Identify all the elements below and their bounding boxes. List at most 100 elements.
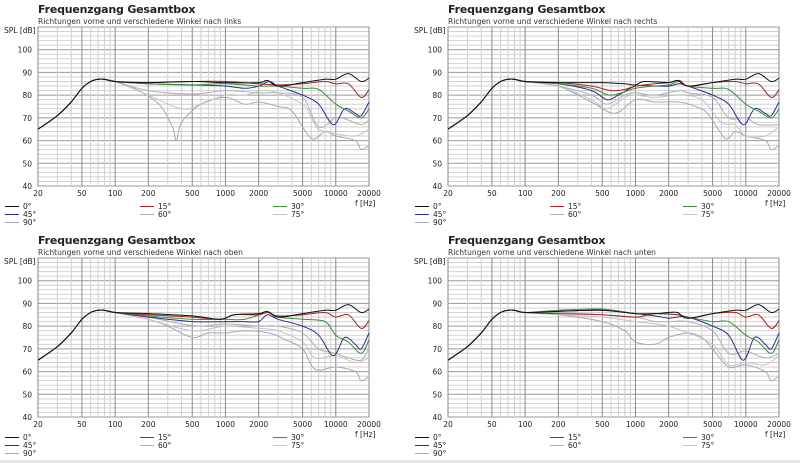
chart-title: Frequenzgang Gesamtbox	[38, 3, 196, 16]
legend-item: 60°	[550, 210, 581, 219]
chart-subtitle: Richtungen vorne und verschiedene Winkel…	[38, 17, 242, 26]
plot-frame	[37, 257, 370, 418]
legend-label: 45°	[23, 441, 37, 450]
y-axis-label: SPL [dB]	[4, 257, 36, 266]
x-tick-label: 20	[33, 420, 43, 429]
x-tick-label: 2000	[659, 420, 678, 429]
y-tick-label: 50	[22, 159, 32, 168]
legend-swatch	[5, 222, 19, 223]
legend-item: 45°	[415, 441, 446, 450]
legend-item: 30°	[273, 202, 304, 211]
legend-swatch	[5, 445, 19, 446]
x-tick-label: 20000	[357, 189, 381, 198]
x-tick-label: 10000	[324, 420, 348, 429]
legend-item: 15°	[550, 202, 581, 211]
y-tick-label: 90	[22, 299, 32, 308]
y-tick-label: 90	[432, 299, 442, 308]
legend-item: 45°	[415, 210, 446, 219]
legend-swatch	[273, 437, 287, 438]
legend-item: 75°	[273, 210, 304, 219]
legend-label: 0°	[433, 202, 442, 211]
legend-item: 90°	[415, 218, 446, 227]
x-tick-label: 1000	[216, 420, 235, 429]
legend-label: 0°	[23, 433, 32, 442]
y-tick-label: 50	[432, 390, 442, 399]
legend-label: 45°	[23, 210, 37, 219]
x-tick-label: 5000	[293, 420, 312, 429]
legend-label: 15°	[568, 202, 582, 211]
legend-swatch	[5, 206, 19, 207]
legend-label: 75°	[701, 441, 715, 450]
legend-label: 45°	[433, 441, 447, 450]
legend-label: 30°	[291, 202, 305, 211]
y-tick-label: 100	[18, 46, 33, 55]
y-tick-label: 60	[22, 137, 32, 146]
x-tick-label: 20000	[767, 420, 791, 429]
legend-swatch	[140, 445, 154, 446]
x-tick-label: 1000	[626, 189, 645, 198]
legend-swatch	[5, 437, 19, 438]
y-axis-label: SPL [dB]	[414, 257, 446, 266]
y-axis-label: SPL [dB]	[4, 26, 36, 35]
x-tick-label: 10000	[324, 189, 348, 198]
legend-item: 0°	[415, 202, 442, 211]
y-tick-label: 90	[432, 68, 442, 77]
legend-swatch	[415, 437, 429, 438]
chart-subtitle: Richtungen vorne und verschiedene Winkel…	[448, 248, 656, 257]
chart-panel-links: Frequenzgang Gesamtbox Richtungen vorne …	[0, 0, 400, 231]
y-tick-label: 50	[22, 390, 32, 399]
legend-item: 0°	[5, 433, 32, 442]
legend-swatch	[140, 214, 154, 215]
y-tick-label: 100	[428, 46, 443, 55]
x-tick-label: 20	[33, 189, 43, 198]
x-tick-label: 200	[551, 189, 566, 198]
legend-label: 15°	[158, 433, 172, 442]
y-tick-label: 40	[432, 413, 442, 422]
x-axis-label: f [Hz]	[765, 199, 786, 208]
plot-area: 20 50 100 200 500 1000 2000 5000 10000 20000 40 50 6…	[428, 257, 791, 429]
x-tick-label: 20	[443, 420, 453, 429]
x-tick-label: 50	[487, 189, 497, 198]
x-tick-label: 500	[595, 420, 610, 429]
x-tick-label: 2000	[659, 189, 678, 198]
legend-swatch	[683, 214, 697, 215]
legend-item: 75°	[683, 441, 714, 450]
legend-swatch	[683, 206, 697, 207]
legend-swatch	[683, 437, 697, 438]
plot-area: 20 50 100 200 500 1000 2000 5000 10000 20000 40 50 6…	[18, 26, 381, 198]
y-tick-label: 60	[432, 368, 442, 377]
legend-item: 15°	[140, 202, 171, 211]
legend-swatch	[683, 445, 697, 446]
x-tick-label: 200	[551, 420, 566, 429]
x-tick-label: 100	[108, 189, 123, 198]
series-line-0	[37, 304, 370, 361]
y-tick-label: 40	[22, 413, 32, 422]
legend-item: 30°	[683, 433, 714, 442]
legend-swatch	[415, 453, 429, 454]
x-tick-label: 100	[518, 189, 533, 198]
legend-label: 15°	[568, 433, 582, 442]
x-tick-label: 10000	[734, 420, 758, 429]
x-tick-label: 2000	[249, 420, 268, 429]
chart-subtitle: Richtungen vorne und verschiedene Winkel…	[448, 17, 658, 26]
legend-label: 60°	[568, 441, 582, 450]
legend-swatch	[550, 206, 564, 207]
legend-label: 0°	[433, 433, 442, 442]
legend-item: 45°	[5, 210, 36, 219]
legend-item: 30°	[683, 202, 714, 211]
legend-swatch	[140, 437, 154, 438]
x-tick-label: 10000	[734, 189, 758, 198]
legend-swatch	[415, 445, 429, 446]
series-line-0	[447, 73, 780, 130]
legend-label: 0°	[23, 202, 32, 211]
legend-label: 75°	[291, 210, 305, 219]
y-tick-label: 60	[22, 368, 32, 377]
chart-title: Frequenzgang Gesamtbox	[38, 234, 196, 247]
x-tick-label: 500	[595, 189, 610, 198]
series-line-0	[447, 304, 780, 361]
x-tick-label: 1000	[216, 189, 235, 198]
x-tick-label: 200	[141, 189, 156, 198]
plot-area: 20 50 100 200 500 1000 2000 5000 10000 20000 40 50 6…	[18, 257, 381, 429]
y-tick-label: 70	[22, 345, 32, 354]
plot-frame	[447, 26, 780, 187]
